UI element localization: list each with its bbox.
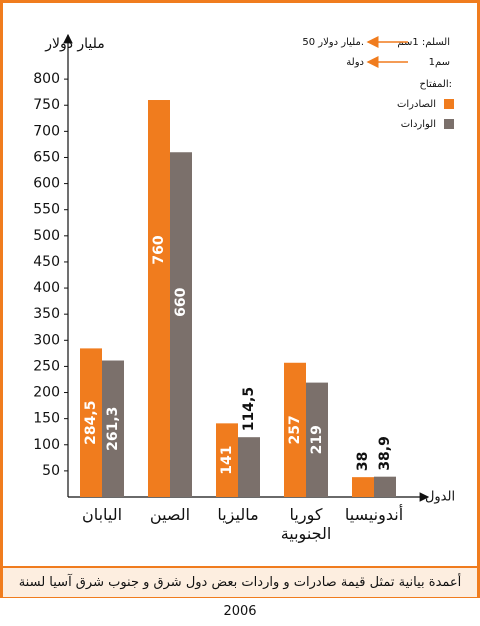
y-tick-label: 100 [33,437,60,453]
x-axis-label: الدول [425,490,455,505]
scale-label: 1سم [429,57,450,68]
y-axis-label: مليار دولار [44,36,105,52]
scale-value: دولة [346,57,364,68]
legend-label: الصادرات [397,99,436,110]
y-tick-label: 350 [33,306,60,322]
bar [306,382,328,497]
y-tick-label: 300 [33,332,60,348]
bar [238,437,260,497]
y-tick-label: 550 [33,202,60,218]
bar [102,360,124,497]
y-tick-label: 200 [33,385,60,401]
legend-label: الواردات [401,119,436,130]
x-tick-label: كوريا الجنوبية [280,505,332,543]
value-label: 760 [151,235,167,264]
value-label: 141 [219,446,235,475]
legend-swatch [444,99,454,109]
bar [216,423,238,497]
y-tick-label: 750 [33,97,60,113]
value-label: 660 [173,287,189,316]
x-tick-label: الصين [149,505,191,524]
chart: مليار دولار الدول السلم: 1سم 50 مليار دو… [33,33,455,505]
value-label: 114,5 [241,387,257,431]
bar [148,100,170,497]
caption: أعمدة بيانية تمثل قيمة صادرات و واردات ب… [3,566,477,619]
scale-value: 50 مليار دولار. [302,37,364,48]
bar [80,348,102,497]
y-tick-label: 450 [33,254,60,270]
bar [170,152,192,497]
bar [352,477,374,497]
y-tick-label: 250 [33,358,60,374]
value-label: 38,9 [377,436,393,471]
value-label: 261,3 [105,407,121,451]
x-tick-label: أندونيسيا [344,505,404,524]
y-tick-label: 50 [42,463,60,479]
y-tick-label: 400 [33,280,60,296]
value-label: 257 [287,415,303,444]
bar [284,362,306,497]
y-tick-label: 700 [33,123,60,139]
x-tick-label: اليابان [81,505,123,524]
y-tick-label: 600 [33,176,60,192]
value-label: 284,5 [83,401,99,445]
y-tick-label: 800 [33,71,60,87]
value-label: 38 [355,452,371,471]
legend-swatch [444,119,454,129]
scale-label: السلم: 1سم [397,37,450,48]
bar [374,476,396,497]
x-tick-label: ماليزيا [217,505,259,524]
y-tick-label: 150 [33,411,60,427]
y-tick-label: 650 [33,149,60,165]
y-tick-label: 500 [33,228,60,244]
legend-title: المفتاح: [419,79,452,90]
value-label: 219 [309,425,325,454]
